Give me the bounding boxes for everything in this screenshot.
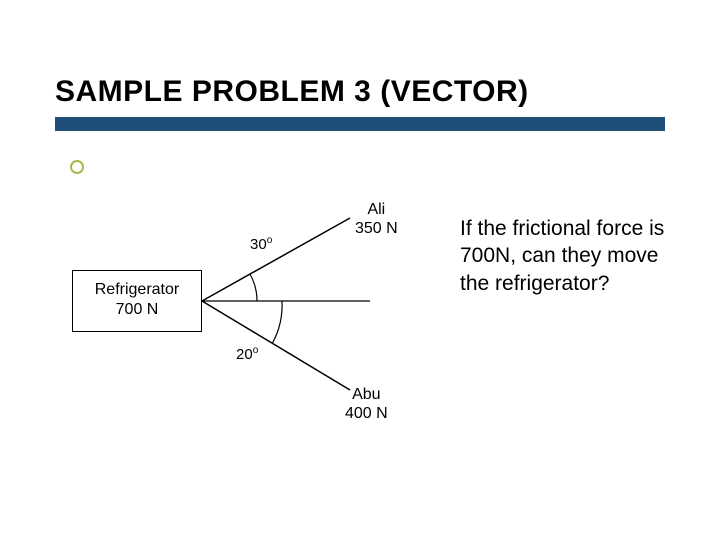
upper-angle-value: 30 <box>250 236 267 253</box>
refrigerator-box: Refrigerator 700 N <box>72 270 202 332</box>
vector-diagram: Refrigerator 700 N 30o 20o Ali 350 N Abu… <box>60 190 460 470</box>
page-title: SAMPLE PROBLEM 3 (VECTOR) <box>55 75 665 109</box>
lower-vector-line <box>202 301 350 390</box>
bullet-icon <box>70 160 84 174</box>
question-text: If the frictional force is 700N, can the… <box>460 215 680 297</box>
upper-angle-label: 30o <box>250 235 272 253</box>
refrigerator-label: Refrigerator <box>73 281 201 299</box>
abu-force-label: Abu 400 N <box>345 385 388 423</box>
ali-force-label: Ali 350 N <box>355 200 398 238</box>
title-underline <box>55 117 665 131</box>
lower-angle-value: 20 <box>236 346 253 363</box>
lower-angle-label: 20o <box>236 345 258 363</box>
abu-magnitude: 400 N <box>345 404 388 423</box>
abu-name: Abu <box>345 385 388 404</box>
ali-magnitude: 350 N <box>355 219 398 238</box>
upper-angle-arc <box>250 274 257 302</box>
upper-vector-line <box>202 218 350 301</box>
lower-angle-arc <box>272 301 282 343</box>
lower-angle-unit: o <box>253 345 259 356</box>
ali-name: Ali <box>355 200 398 219</box>
refrigerator-weight: 700 N <box>73 301 201 319</box>
title-area: SAMPLE PROBLEM 3 (VECTOR) <box>55 75 665 131</box>
upper-angle-unit: o <box>267 235 273 246</box>
